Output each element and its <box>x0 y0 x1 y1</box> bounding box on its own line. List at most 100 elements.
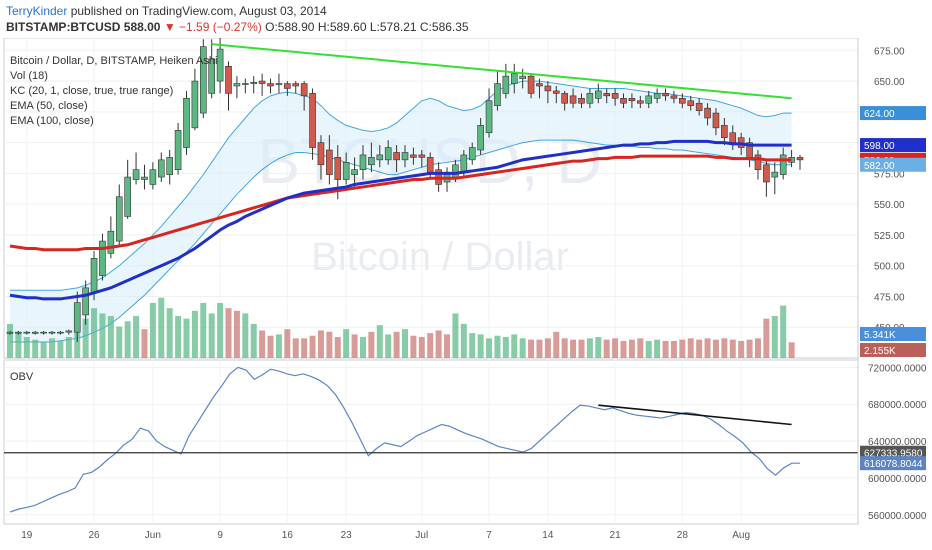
candle-body <box>679 98 686 104</box>
candle-body <box>141 176 148 180</box>
candle-body <box>359 154 367 170</box>
obv-y-tick-label: 600000.0000 <box>868 474 927 485</box>
badge-obv-hline: 627333.9580 <box>864 449 923 460</box>
candle-body <box>368 157 375 166</box>
legend-ema50[interactable]: EMA (50, close) <box>10 100 88 112</box>
volume-bar <box>23 337 30 358</box>
volume-bar <box>620 340 627 358</box>
candle-body <box>334 157 342 180</box>
volume-bar <box>570 339 577 358</box>
volume-bar <box>578 339 585 358</box>
x-tick-label: 28 <box>677 530 689 541</box>
candle-body <box>309 93 316 148</box>
candle-body <box>174 130 182 170</box>
volume-bar <box>670 340 677 358</box>
ema50-line <box>9 139 792 301</box>
candle-body <box>376 154 384 161</box>
volume-bar <box>612 338 619 358</box>
volume-bar <box>435 330 442 358</box>
chart-canvas[interactable]: BTCUSD, D Bitcoin / Dollar 450.00475.005… <box>0 38 932 550</box>
candle-body <box>510 73 518 84</box>
volume-bar <box>754 338 761 358</box>
volume-bar <box>82 318 89 358</box>
volume-bar <box>175 316 182 358</box>
y-tick-label: 650.00 <box>874 77 905 88</box>
publish-info: TerryKinder published on TradingView.com… <box>6 4 327 18</box>
author-link[interactable]: TerryKinder <box>6 4 68 18</box>
candle-body <box>149 169 157 185</box>
volume-bar <box>107 316 114 358</box>
obv-y-tick-label: 640000.0000 <box>868 437 927 448</box>
badge-kc-lower-bg <box>860 157 926 172</box>
x-tick-label: 23 <box>341 530 353 541</box>
volume-bar <box>452 313 459 358</box>
badge-vol-ma-bg <box>860 327 926 341</box>
candle-body <box>225 66 232 94</box>
volume-bar <box>376 325 383 358</box>
badge-vol-last: 2.155K <box>864 346 896 357</box>
candle-body <box>653 93 661 99</box>
candle-body <box>645 95 653 104</box>
volume-bar <box>511 334 518 358</box>
candle-body <box>494 83 501 106</box>
volume-bar <box>712 339 719 358</box>
candle-body <box>410 154 417 158</box>
legend-ema100[interactable]: EMA (100, close) <box>10 115 94 127</box>
volume-bar <box>191 310 198 358</box>
legend-volume[interactable]: Vol (18) <box>10 70 48 82</box>
candle-body <box>418 154 426 158</box>
candle-body <box>23 331 31 334</box>
volume-bar <box>788 342 795 358</box>
volume-bar <box>536 339 543 358</box>
candle-body <box>40 331 47 334</box>
x-tick-label: Jun <box>145 530 161 541</box>
candle-body <box>157 159 165 178</box>
volume-bar <box>343 329 350 358</box>
candle-body <box>393 152 400 161</box>
volume-bar <box>385 334 392 358</box>
volume-bar <box>233 310 240 358</box>
volume-bar <box>99 313 106 358</box>
volume-bar <box>284 329 291 358</box>
candle-body <box>796 157 804 161</box>
volume-bar <box>91 308 98 358</box>
volume-bar <box>149 302 156 358</box>
volume-bar <box>486 338 493 358</box>
candle-body <box>721 125 728 138</box>
legend-keltner[interactable]: KC (20, 1, close, true, true range) <box>10 85 173 97</box>
volume-bar <box>494 335 501 358</box>
volume-bar <box>628 339 635 358</box>
obv-title[interactable]: OBV <box>10 371 34 383</box>
volume-bar <box>418 337 425 358</box>
volume-bar <box>721 338 728 358</box>
candle-body <box>519 75 526 79</box>
candle-body <box>115 196 123 242</box>
candle-body <box>124 176 131 217</box>
candle-body <box>99 240 106 276</box>
candle-body <box>628 98 636 102</box>
volume-bar <box>780 305 787 358</box>
x-tick-label: 9 <box>217 530 223 541</box>
volume-bar <box>595 337 602 358</box>
volume-bar <box>519 338 526 358</box>
volume-bar <box>696 339 703 358</box>
volume-bar <box>15 331 22 358</box>
volume-bar <box>544 338 551 358</box>
candle-body <box>704 107 711 119</box>
candle-body <box>31 331 39 334</box>
obv-trendline <box>598 404 792 426</box>
candle-body <box>65 330 73 333</box>
candle-body <box>712 112 720 129</box>
badge-obv-last: 616078.8044 <box>864 459 923 470</box>
volume-bar <box>704 338 711 358</box>
watermark-name: Bitcoin / Dollar <box>311 235 569 279</box>
candle-body <box>183 98 190 148</box>
y-tick-label: 475.00 <box>874 292 905 303</box>
volume-bar <box>250 323 257 358</box>
candle-body <box>275 83 283 85</box>
volume-bar <box>679 339 686 358</box>
volume-bar <box>275 334 282 358</box>
candle-body <box>292 83 300 87</box>
candle-body <box>763 164 770 183</box>
volume-bar <box>393 331 400 358</box>
